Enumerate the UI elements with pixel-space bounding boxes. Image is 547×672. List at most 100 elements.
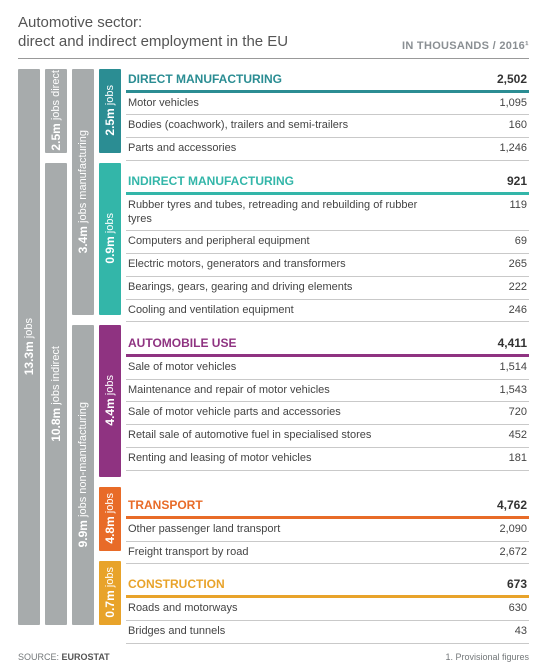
block-im-row: Electric motors, generators and transfor… — [126, 254, 529, 277]
row-label: Parts and accessories — [128, 142, 236, 156]
bar-au: 4.4m jobs — [99, 325, 121, 477]
block-au: AUTOMOBILE USE 4,411 Sale of motor vehicle… — [126, 333, 529, 485]
block-im-title: INDIRECT MANUFACTURING — [128, 174, 294, 188]
row-value: 265 — [509, 258, 527, 270]
blocks: DIRECT MANUFACTURING 2,502 Motor vehicles 1… — [126, 69, 529, 644]
block-tr-head: TRANSPORT 4,762 — [126, 495, 529, 519]
header-right: IN THOUSANDS / 2016¹ — [402, 40, 529, 52]
block-dm-title: DIRECT MANUFACTURING — [128, 72, 282, 86]
row-label: Sale of motor vehicles — [128, 361, 236, 375]
bar-direct-label: 2.5m jobs direct — [49, 70, 63, 151]
block-au-row: Renting and leasing of motor vehicles 181 — [126, 448, 529, 471]
row-value: 246 — [509, 304, 527, 316]
block-au-title: AUTOMOBILE USE — [128, 336, 236, 350]
row-label: Bridges and tunnels — [128, 625, 225, 639]
row-value: 630 — [509, 602, 527, 614]
row-value: 160 — [509, 119, 527, 131]
header-title-line1: Automotive sector: — [18, 14, 142, 31]
footer-note: 1. Provisional figures — [445, 652, 529, 662]
bar-direct: 2.5m jobs direct — [45, 69, 67, 153]
row-value: 43 — [515, 625, 527, 637]
bar-indirect-label: 10.8m jobs indirect — [49, 346, 63, 442]
row-value: 452 — [509, 429, 527, 441]
col-colored: 2.5m jobs 0.9m jobs 4.4m jobs 4.8m jobs 0.7m… — [99, 69, 121, 644]
block-au-row: Sale of motor vehicle parts and accessor… — [126, 402, 529, 425]
block-tr-row: Other passenger land transport 2,090 — [126, 519, 529, 542]
row-value: 2,672 — [499, 546, 527, 558]
row-value: 2,090 — [499, 523, 527, 535]
block-dm-total: 2,502 — [497, 72, 527, 86]
row-value: 1,095 — [499, 97, 527, 109]
row-value: 181 — [509, 452, 527, 464]
row-label: Rubber tyres and tubes, retreading and r… — [128, 199, 439, 227]
block-im-row: Cooling and ventilation equipment 246 — [126, 300, 529, 323]
block-dm-row: Motor vehicles 1,095 — [126, 93, 529, 116]
block-im-head: INDIRECT MANUFACTURING 921 — [126, 171, 529, 195]
col-total: 13.3m jobs — [18, 69, 40, 644]
row-value: 720 — [509, 406, 527, 418]
block-co-head: CONSTRUCTION 673 — [126, 574, 529, 598]
row-label: Bodies (coachwork), trailers and semi-tr… — [128, 119, 348, 133]
bar-total: 13.3m jobs — [18, 69, 40, 625]
block-tr-total: 4,762 — [497, 498, 527, 512]
block-im-total: 921 — [507, 174, 527, 188]
col-direct-indirect: 2.5m jobs direct 10.8m jobs indirect — [45, 69, 67, 644]
row-value: 1,246 — [499, 142, 527, 154]
block-co-row: Roads and motorways 630 — [126, 598, 529, 621]
bar-manu-label: 3.4m jobs manufacturing — [76, 130, 90, 253]
row-label: Electric motors, generators and transfor… — [128, 258, 346, 272]
footer-source: SOURCE: EUROSTAT — [18, 652, 110, 662]
block-dm-head: DIRECT MANUFACTURING 2,502 — [126, 69, 529, 93]
bar-dm: 2.5m jobs — [99, 69, 121, 153]
bar-tr-label: 4.8m jobs — [103, 493, 117, 544]
block-dm-row: Bodies (coachwork), trailers and semi-tr… — [126, 115, 529, 138]
header-title-line2: direct and indirect employment in the EU — [18, 33, 288, 50]
row-label: Other passenger land transport — [128, 523, 280, 537]
row-value: 222 — [509, 281, 527, 293]
block-co-title: CONSTRUCTION — [128, 577, 225, 591]
block-dm: DIRECT MANUFACTURING 2,502 Motor vehicles 1… — [126, 69, 529, 161]
row-label: Computers and peripheral equipment — [128, 235, 310, 249]
col-manu-nonmanu: 3.4m jobs manufacturing 9.9m jobs non-ma… — [72, 69, 94, 644]
block-co: CONSTRUCTION 673 Roads and motorways 630 Bri… — [126, 574, 529, 644]
row-value: 69 — [515, 235, 527, 247]
row-label: Freight transport by road — [128, 546, 248, 560]
block-au-row: Retail sale of automotive fuel in specia… — [126, 425, 529, 448]
bar-co: 0.7m jobs — [99, 561, 121, 625]
bar-indirect: 10.8m jobs indirect — [45, 163, 67, 625]
block-im-row: Computers and peripheral equipment 69 — [126, 231, 529, 254]
bar-im-label: 0.9m jobs — [103, 213, 117, 264]
row-label: Motor vehicles — [128, 97, 199, 111]
block-tr: TRANSPORT 4,762 Other passenger land trans… — [126, 495, 529, 565]
block-tr-row: Freight transport by road 2,672 — [126, 542, 529, 565]
row-label: Bearings, gears, gearing and driving ele… — [128, 281, 352, 295]
bar-nonmanu-label: 9.9m jobs non-manufacturing — [76, 402, 90, 547]
row-label: Retail sale of automotive fuel in specia… — [128, 429, 371, 443]
bar-tr: 4.8m jobs — [99, 487, 121, 551]
block-tr-title: TRANSPORT — [128, 498, 203, 512]
block-im-row: Rubber tyres and tubes, retreading and r… — [126, 195, 529, 232]
block-au-total: 4,411 — [498, 336, 527, 350]
row-value: 119 — [509, 199, 527, 211]
block-co-row: Bridges and tunnels 43 — [126, 621, 529, 644]
block-dm-row: Parts and accessories 1,246 — [126, 138, 529, 161]
row-label: Roads and motorways — [128, 602, 237, 616]
bar-dm-label: 2.5m jobs — [103, 85, 117, 136]
row-value: 1,543 — [499, 384, 527, 396]
block-im: INDIRECT MANUFACTURING 921 Rubber tyres an… — [126, 171, 529, 323]
header: Automotive sector: direct and indirect e… — [18, 14, 529, 59]
row-label: Cooling and ventilation equipment — [128, 304, 294, 318]
bar-total-label: 13.3m jobs — [22, 318, 36, 375]
block-co-total: 673 — [507, 577, 527, 591]
bar-co-label: 0.7m jobs — [103, 567, 117, 618]
bar-manu: 3.4m jobs manufacturing — [72, 69, 94, 315]
row-value: 1,514 — [499, 361, 527, 373]
block-au-row: Maintenance and repair of motor vehicles… — [126, 380, 529, 403]
bar-im: 0.9m jobs — [99, 163, 121, 315]
block-im-row: Bearings, gears, gearing and driving ele… — [126, 277, 529, 300]
row-label: Maintenance and repair of motor vehicles — [128, 384, 330, 398]
bar-au-label: 4.4m jobs — [103, 375, 117, 426]
main: 13.3m jobs 2.5m jobs direct 10.8m jobs i… — [18, 69, 529, 644]
header-title: Automotive sector: direct and indirect e… — [18, 14, 288, 52]
row-label: Renting and leasing of motor vehicles — [128, 452, 311, 466]
